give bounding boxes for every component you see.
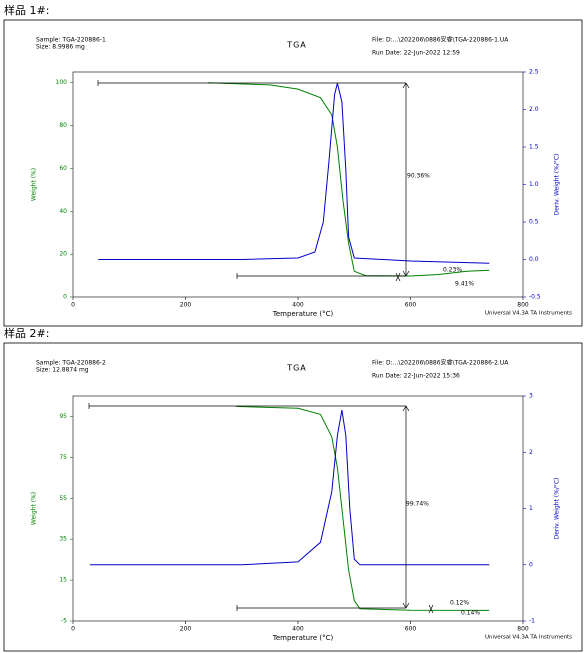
annotation-line bbox=[405, 602, 410, 609]
y2-tick-label: 1.5 bbox=[529, 144, 539, 151]
y-tick-label: 35 bbox=[59, 536, 67, 543]
annotation: 0.12% bbox=[450, 600, 469, 607]
y-tick-label: 55 bbox=[59, 495, 67, 502]
annotation: 99.74% bbox=[406, 501, 429, 508]
x-tick-label: 200 bbox=[180, 302, 192, 309]
y-axis-title: Weight (%) bbox=[31, 168, 38, 201]
annotation-line bbox=[405, 82, 410, 89]
section-label: 样品 1#: bbox=[4, 3, 49, 17]
annotation: 9.41% bbox=[455, 281, 474, 288]
sample: Sample: TGA-220886-1 bbox=[36, 37, 106, 44]
y2-tick-label: 2 bbox=[529, 449, 533, 456]
file: File: D:...\202206\0886安睿\TGA-220886-2.U… bbox=[372, 359, 509, 367]
frame bbox=[3, 19, 583, 327]
y2-tick-label: 2.5 bbox=[529, 69, 539, 76]
y2-axis-title: Deriv. Weight (%/°C) bbox=[554, 154, 561, 216]
instrument: Universal V4.3A TA Instruments bbox=[485, 311, 572, 317]
instrument: Universal V4.3A TA Instruments bbox=[485, 635, 572, 641]
y2-tick-label: 3 bbox=[529, 393, 533, 400]
x-tick-label: 400 bbox=[292, 302, 304, 309]
run-date: Run Date: 22-Jun-2022 12:59 bbox=[372, 50, 460, 57]
size: Size: 8.9986 mg bbox=[36, 44, 85, 51]
x-axis-title: Temperature (°C) bbox=[272, 310, 334, 318]
annotation-line bbox=[402, 82, 407, 89]
y2-tick-label: 0 bbox=[529, 561, 533, 568]
y2-tick-label: 1.0 bbox=[529, 181, 539, 188]
x-tick-label: 600 bbox=[405, 626, 417, 633]
run-date: Run Date: 22-Jun-2022 15:36 bbox=[372, 373, 460, 380]
file: File: D:...\202206\0886安睿\TGA-220886-1.U… bbox=[372, 36, 509, 44]
y-tick-label: 80 bbox=[59, 122, 67, 129]
x-tick-label: 800 bbox=[517, 626, 529, 633]
y-tick-label: 40 bbox=[59, 208, 67, 215]
sample: Sample: TGA-220886-2 bbox=[36, 360, 106, 367]
annotation-line bbox=[405, 270, 410, 277]
annotation: 0.14% bbox=[461, 610, 480, 617]
y-tick-label: 20 bbox=[59, 251, 67, 258]
curve bbox=[236, 405, 490, 611]
y-tick-label: 60 bbox=[59, 165, 67, 172]
annotation-line bbox=[402, 270, 407, 277]
y-tick-label: 15 bbox=[59, 577, 67, 584]
y2-tick-label: 2.0 bbox=[529, 106, 539, 113]
y2-tick-label: -1 bbox=[529, 618, 535, 625]
y2-tick-label: 0.0 bbox=[529, 256, 539, 263]
title: TGA bbox=[286, 41, 307, 50]
x-tick-label: 0 bbox=[71, 302, 75, 309]
y-tick-label: 100 bbox=[56, 79, 68, 86]
curve bbox=[207, 82, 490, 277]
y2-tick-label: 0.5 bbox=[529, 219, 539, 226]
plot-frame bbox=[72, 395, 524, 622]
annotation-line bbox=[402, 405, 407, 412]
x-tick-label: 0 bbox=[71, 626, 75, 633]
frame bbox=[3, 342, 583, 652]
annotation-line bbox=[405, 405, 410, 412]
annotation-line bbox=[395, 272, 401, 282]
x-tick-label: 800 bbox=[517, 302, 529, 309]
y-tick-label: 95 bbox=[59, 413, 67, 420]
x-tick-label: 600 bbox=[405, 302, 417, 309]
annotation: 90.36% bbox=[407, 173, 430, 180]
y-tick-label: 75 bbox=[59, 454, 67, 461]
annotation: 0.23% bbox=[443, 267, 462, 274]
y2-tick-label: -0.5 bbox=[529, 294, 541, 301]
plot-frame bbox=[72, 71, 524, 298]
y-tick-label: 0 bbox=[63, 294, 67, 301]
title: TGA bbox=[286, 364, 307, 373]
size: Size: 12.8874 mg bbox=[36, 367, 89, 374]
x-tick-label: 200 bbox=[180, 626, 192, 633]
curve bbox=[89, 410, 490, 566]
y2-axis-title: Deriv. Weight (%/°C) bbox=[554, 478, 561, 540]
x-axis-title: Temperature (°C) bbox=[272, 634, 334, 642]
y-axis-title: Weight (%) bbox=[31, 492, 38, 525]
annotation-line bbox=[428, 604, 434, 614]
annotation-line bbox=[402, 602, 407, 609]
y2-tick-label: 1 bbox=[529, 505, 533, 512]
curve bbox=[98, 83, 490, 264]
section-label: 样品 2#: bbox=[4, 326, 49, 340]
y-tick-label: -5 bbox=[61, 618, 67, 625]
x-tick-label: 400 bbox=[292, 626, 304, 633]
